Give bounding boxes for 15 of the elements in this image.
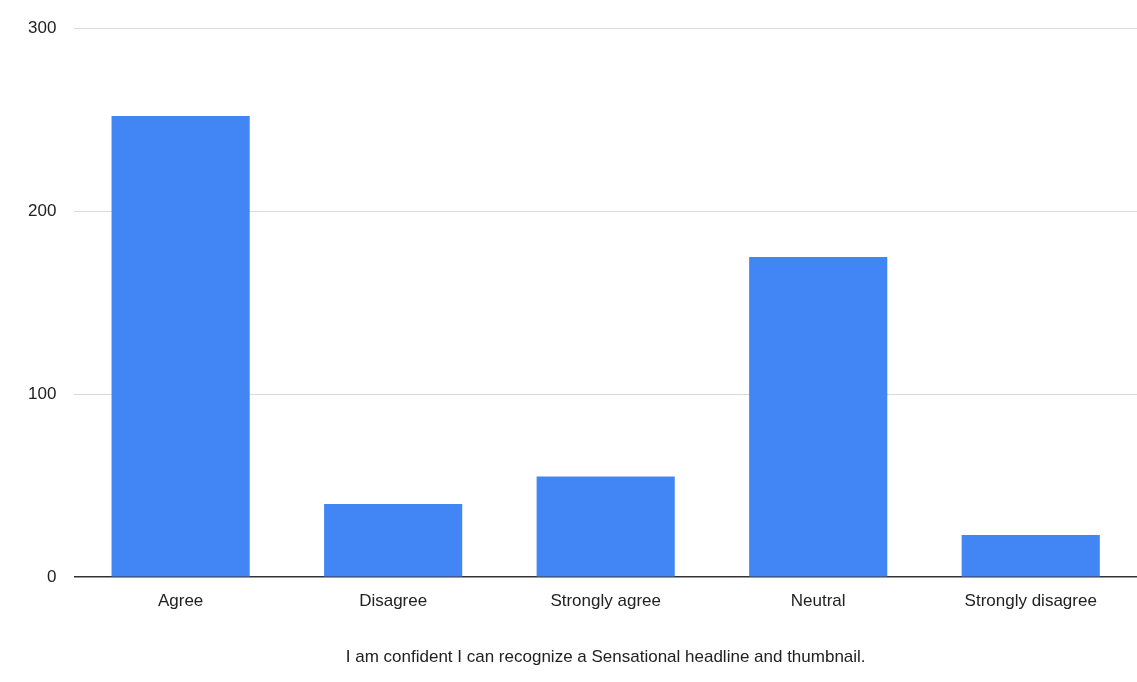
bar bbox=[536, 476, 675, 577]
x-tick-label: Neutral bbox=[790, 591, 846, 611]
x-tick-label: Strongly agree bbox=[550, 591, 661, 611]
y-tick-label: 300 bbox=[27, 17, 57, 37]
x-axis-title: I am confident I can recognize a Sensational headline and thumbnail. bbox=[345, 647, 866, 667]
x-tick-label: Agree bbox=[157, 591, 204, 611]
bar bbox=[749, 256, 888, 577]
x-tick-label: Strongly disagree bbox=[964, 591, 1097, 611]
bar bbox=[324, 504, 463, 577]
y-tick-label: 200 bbox=[27, 200, 57, 220]
x-tick-label: Disagree bbox=[359, 591, 428, 611]
y-tick-label: 0 bbox=[46, 566, 57, 586]
y-tick-label: 100 bbox=[27, 383, 57, 403]
bar bbox=[111, 116, 250, 577]
bar bbox=[961, 535, 1100, 577]
